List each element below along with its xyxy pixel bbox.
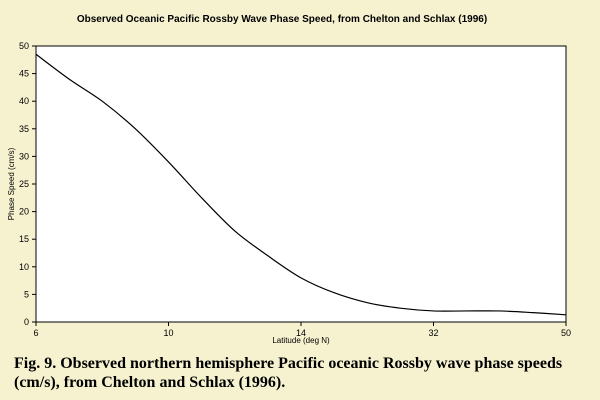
x-tick-label: 50 (561, 328, 571, 338)
plot-area (35, 45, 567, 323)
chart-title: Observed Oceanic Pacific Rossby Wave Pha… (77, 14, 487, 25)
y-tick-label: 15 (19, 234, 29, 244)
y-tick-label: 35 (19, 124, 29, 134)
y-axis: 0 5 10 15 20 25 30 35 40 45 50 (19, 41, 36, 327)
x-tick-label: 10 (163, 328, 173, 338)
y-tick-label: 50 (19, 41, 29, 51)
y-tick-label: 40 (19, 96, 29, 106)
x-tick-label: 32 (428, 328, 438, 338)
y-tick-label: 25 (19, 179, 29, 189)
x-tick-label: 6 (33, 328, 38, 338)
x-tick-label: 14 (296, 328, 306, 338)
y-tick-label: 0 (24, 317, 29, 327)
figure-caption: Fig. 9. Observed northern hemisphere Pac… (14, 355, 563, 391)
x-axis-label: Latitude (deg N) (272, 336, 330, 345)
y-tick-label: 45 (19, 69, 29, 79)
y-axis-label: Phase Speed (cm/s) (7, 147, 16, 220)
y-tick-label: 30 (19, 151, 29, 161)
series-line (35, 53, 567, 316)
y-tick-label: 20 (19, 207, 29, 217)
chart: Observed Oceanic Pacific Rossby Wave Pha… (7, 14, 571, 345)
y-tick-label: 10 (19, 262, 29, 272)
x-axis: 6 10 14 32 50 (33, 322, 571, 338)
y-tick-label: 5 (24, 289, 29, 299)
